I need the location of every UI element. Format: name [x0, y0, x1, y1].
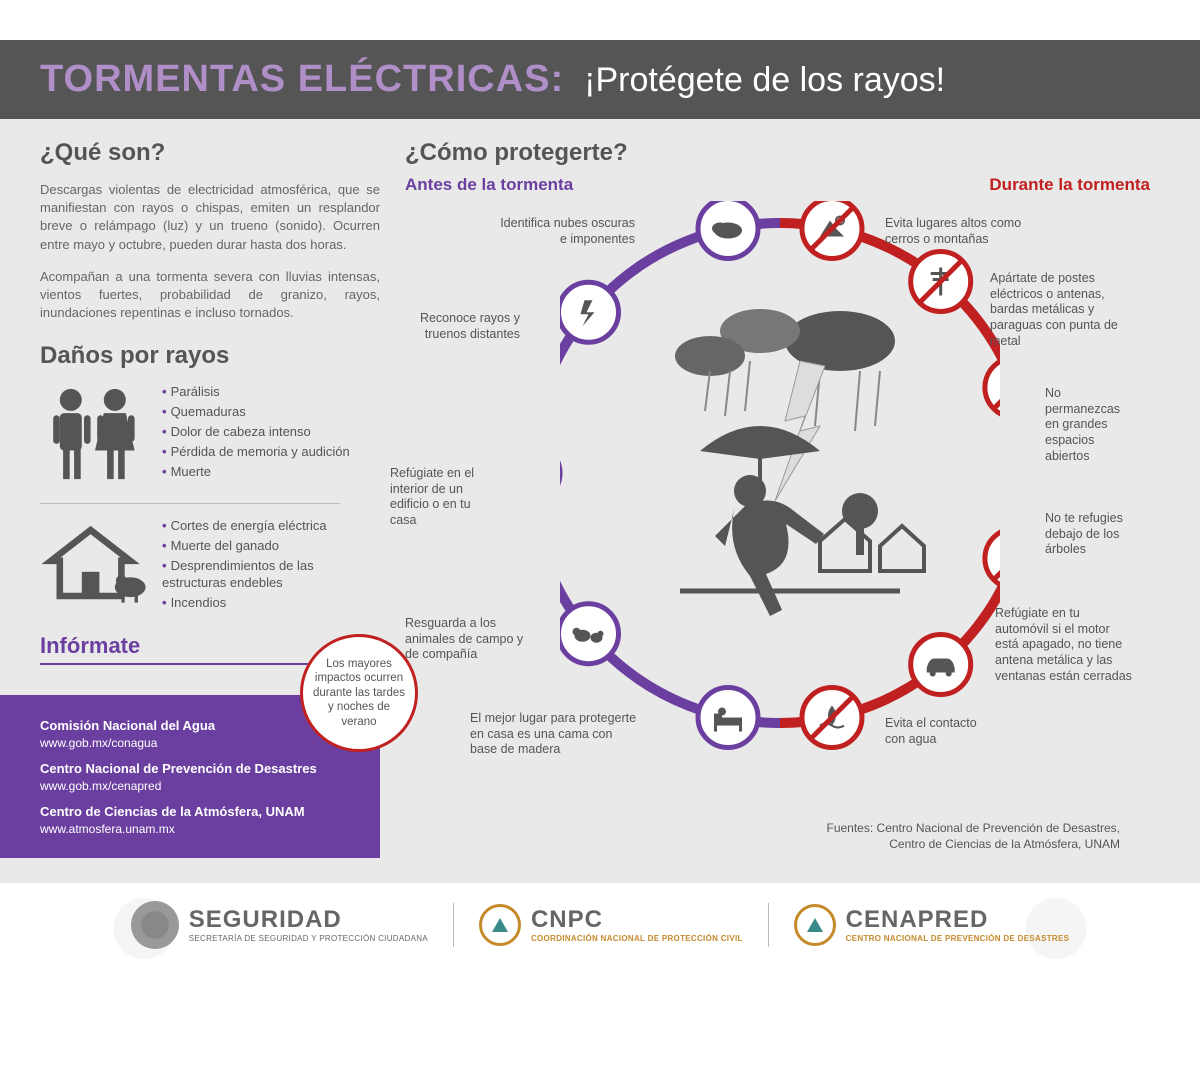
- source-url: www.atmosfera.unam.mx: [40, 821, 356, 838]
- tip-before-3: Resguarda a los animales de campo y de c…: [405, 616, 525, 663]
- tip-during-5: Evita el contacto con agua: [885, 716, 995, 747]
- cenapred-small: CENTRO NACIONAL DE PREVENCIÓN DE DESASTR…: [846, 934, 1070, 944]
- left-column: ¿Qué son? Descargas violentas de electri…: [40, 139, 380, 858]
- what-heading: ¿Qué son?: [40, 139, 380, 167]
- damage-item: Incendios: [162, 595, 380, 612]
- damage-property-list: Cortes de energía eléctrica Muerte del g…: [162, 518, 380, 614]
- source-url: www.gob.mx/conagua: [40, 735, 356, 752]
- cnpc-logo-icon: [479, 904, 521, 946]
- cenapred-logo-icon: [794, 904, 836, 946]
- source-name: Centro Nacional de Prevención de Desastr…: [40, 760, 356, 778]
- damage-item: Pérdida de memoria y audición: [162, 444, 350, 461]
- damage-heading: Daños por rayos: [40, 342, 380, 370]
- top-white-band: [0, 0, 1200, 40]
- right-column: Los mayores impactos ocurren durante las…: [405, 139, 1160, 858]
- footer-cnpc: CNPC COORDINACIÓN NACIONAL DE PROTECCIÓN…: [479, 904, 743, 946]
- fuente-line1: Fuentes: Centro Nacional de Prevención d…: [405, 821, 1120, 837]
- header-band: TORMENTAS ELÉCTRICAS: ¡Protégete de los …: [0, 40, 1200, 119]
- informate-heading: Infórmate: [40, 633, 340, 665]
- what-p2: Acompañan a una tormenta severa con lluv…: [40, 268, 380, 323]
- cenapred-big: CENAPRED: [846, 906, 1070, 934]
- tip-before-4: El mejor lugar para protegerte en casa e…: [470, 711, 640, 758]
- damage-people-block: Parálisis Quemaduras Dolor de cabeza int…: [40, 384, 380, 489]
- footer-cenapred: CENAPRED CENTRO NACIONAL DE PREVENCIÓN D…: [794, 904, 1070, 946]
- damage-property-block: Cortes de energía eléctrica Muerte del g…: [40, 518, 380, 614]
- protect-heading: ¿Cómo protegerte?: [405, 139, 1160, 167]
- fuente-line2: Centro de Ciencias de la Atmósfera, UNAM: [405, 837, 1120, 853]
- tip-during-0: Evita lugares altos como cerros o montañ…: [885, 216, 1035, 247]
- people-icon: [40, 384, 150, 489]
- damage-item: Muerte: [162, 464, 350, 481]
- mexico-seal-icon: [131, 901, 179, 949]
- damage-item: Parálisis: [162, 384, 350, 401]
- cnpc-big: CNPC: [531, 906, 743, 934]
- footer-seguridad: SEGURIDAD SECRETARÍA DE SEGURIDAD Y PROT…: [131, 901, 428, 949]
- damage-item: Muerte del ganado: [162, 538, 380, 555]
- sub-headings: Antes de la tormenta Durante la tormenta: [405, 175, 1160, 195]
- seguridad-small: SECRETARÍA DE SEGURIDAD Y PROTECCIÓN CIU…: [189, 934, 428, 944]
- before-label: Antes de la tormenta: [405, 175, 573, 195]
- tip-during-4: Refúgiate en tu automóvil si el motor es…: [995, 606, 1135, 684]
- during-label: Durante la tormenta: [989, 175, 1150, 195]
- damage-item: Cortes de energía eléctrica: [162, 518, 380, 535]
- house-pig-icon: [40, 518, 150, 613]
- main-subtitle: ¡Protégete de los rayos!: [584, 61, 945, 100]
- main-title: TORMENTAS ELÉCTRICAS:: [40, 58, 564, 101]
- damage-item: Dolor de cabeza intenso: [162, 424, 350, 441]
- page: TORMENTAS ELÉCTRICAS: ¡Protégete de los …: [0, 0, 1200, 883]
- tip-during-2: No permanezcas en grandes espacios abier…: [1045, 386, 1135, 464]
- wheel-svg: [560, 201, 1000, 761]
- seguridad-big: SEGURIDAD: [189, 906, 428, 934]
- tip-during-1: Apártate de postes eléctricos o antenas,…: [990, 271, 1130, 349]
- content-row: ¿Qué son? Descargas violentas de electri…: [0, 119, 1200, 868]
- source-url: www.gob.mx/cenapred: [40, 778, 356, 795]
- cnpc-small: COORDINACIÓN NACIONAL DE PROTECCIÓN CIVI…: [531, 934, 743, 944]
- tip-before-2: Refúgiate en el interior de un edificio …: [390, 466, 500, 529]
- footer-sep: [768, 903, 769, 947]
- separator: [40, 503, 340, 504]
- source-name: Centro de Ciencias de la Atmósfera, UNAM: [40, 803, 356, 821]
- footer: SEGURIDAD SECRETARÍA DE SEGURIDAD Y PROT…: [0, 883, 1200, 974]
- what-p1: Descargas violentas de electricidad atmo…: [40, 181, 380, 254]
- damage-people-list: Parálisis Quemaduras Dolor de cabeza int…: [162, 384, 350, 483]
- footer-sep: [453, 903, 454, 947]
- tip-before-1: Reconoce rayos y truenos distantes: [405, 311, 520, 342]
- tip-before-0: Identifica nubes oscuras e imponentes: [500, 216, 635, 247]
- callout-circle: Los mayores impactos ocurren durante las…: [300, 634, 418, 752]
- tip-during-3: No te refugies debajo de los árboles: [1045, 511, 1135, 558]
- fuente-block: Fuentes: Centro Nacional de Prevención d…: [405, 821, 1120, 852]
- damage-item: Desprendimientos de las estructuras ende…: [162, 558, 380, 592]
- damage-item: Quemaduras: [162, 404, 350, 421]
- wheel-wrap: Identifica nubes oscuras e imponentes Re…: [405, 201, 1145, 761]
